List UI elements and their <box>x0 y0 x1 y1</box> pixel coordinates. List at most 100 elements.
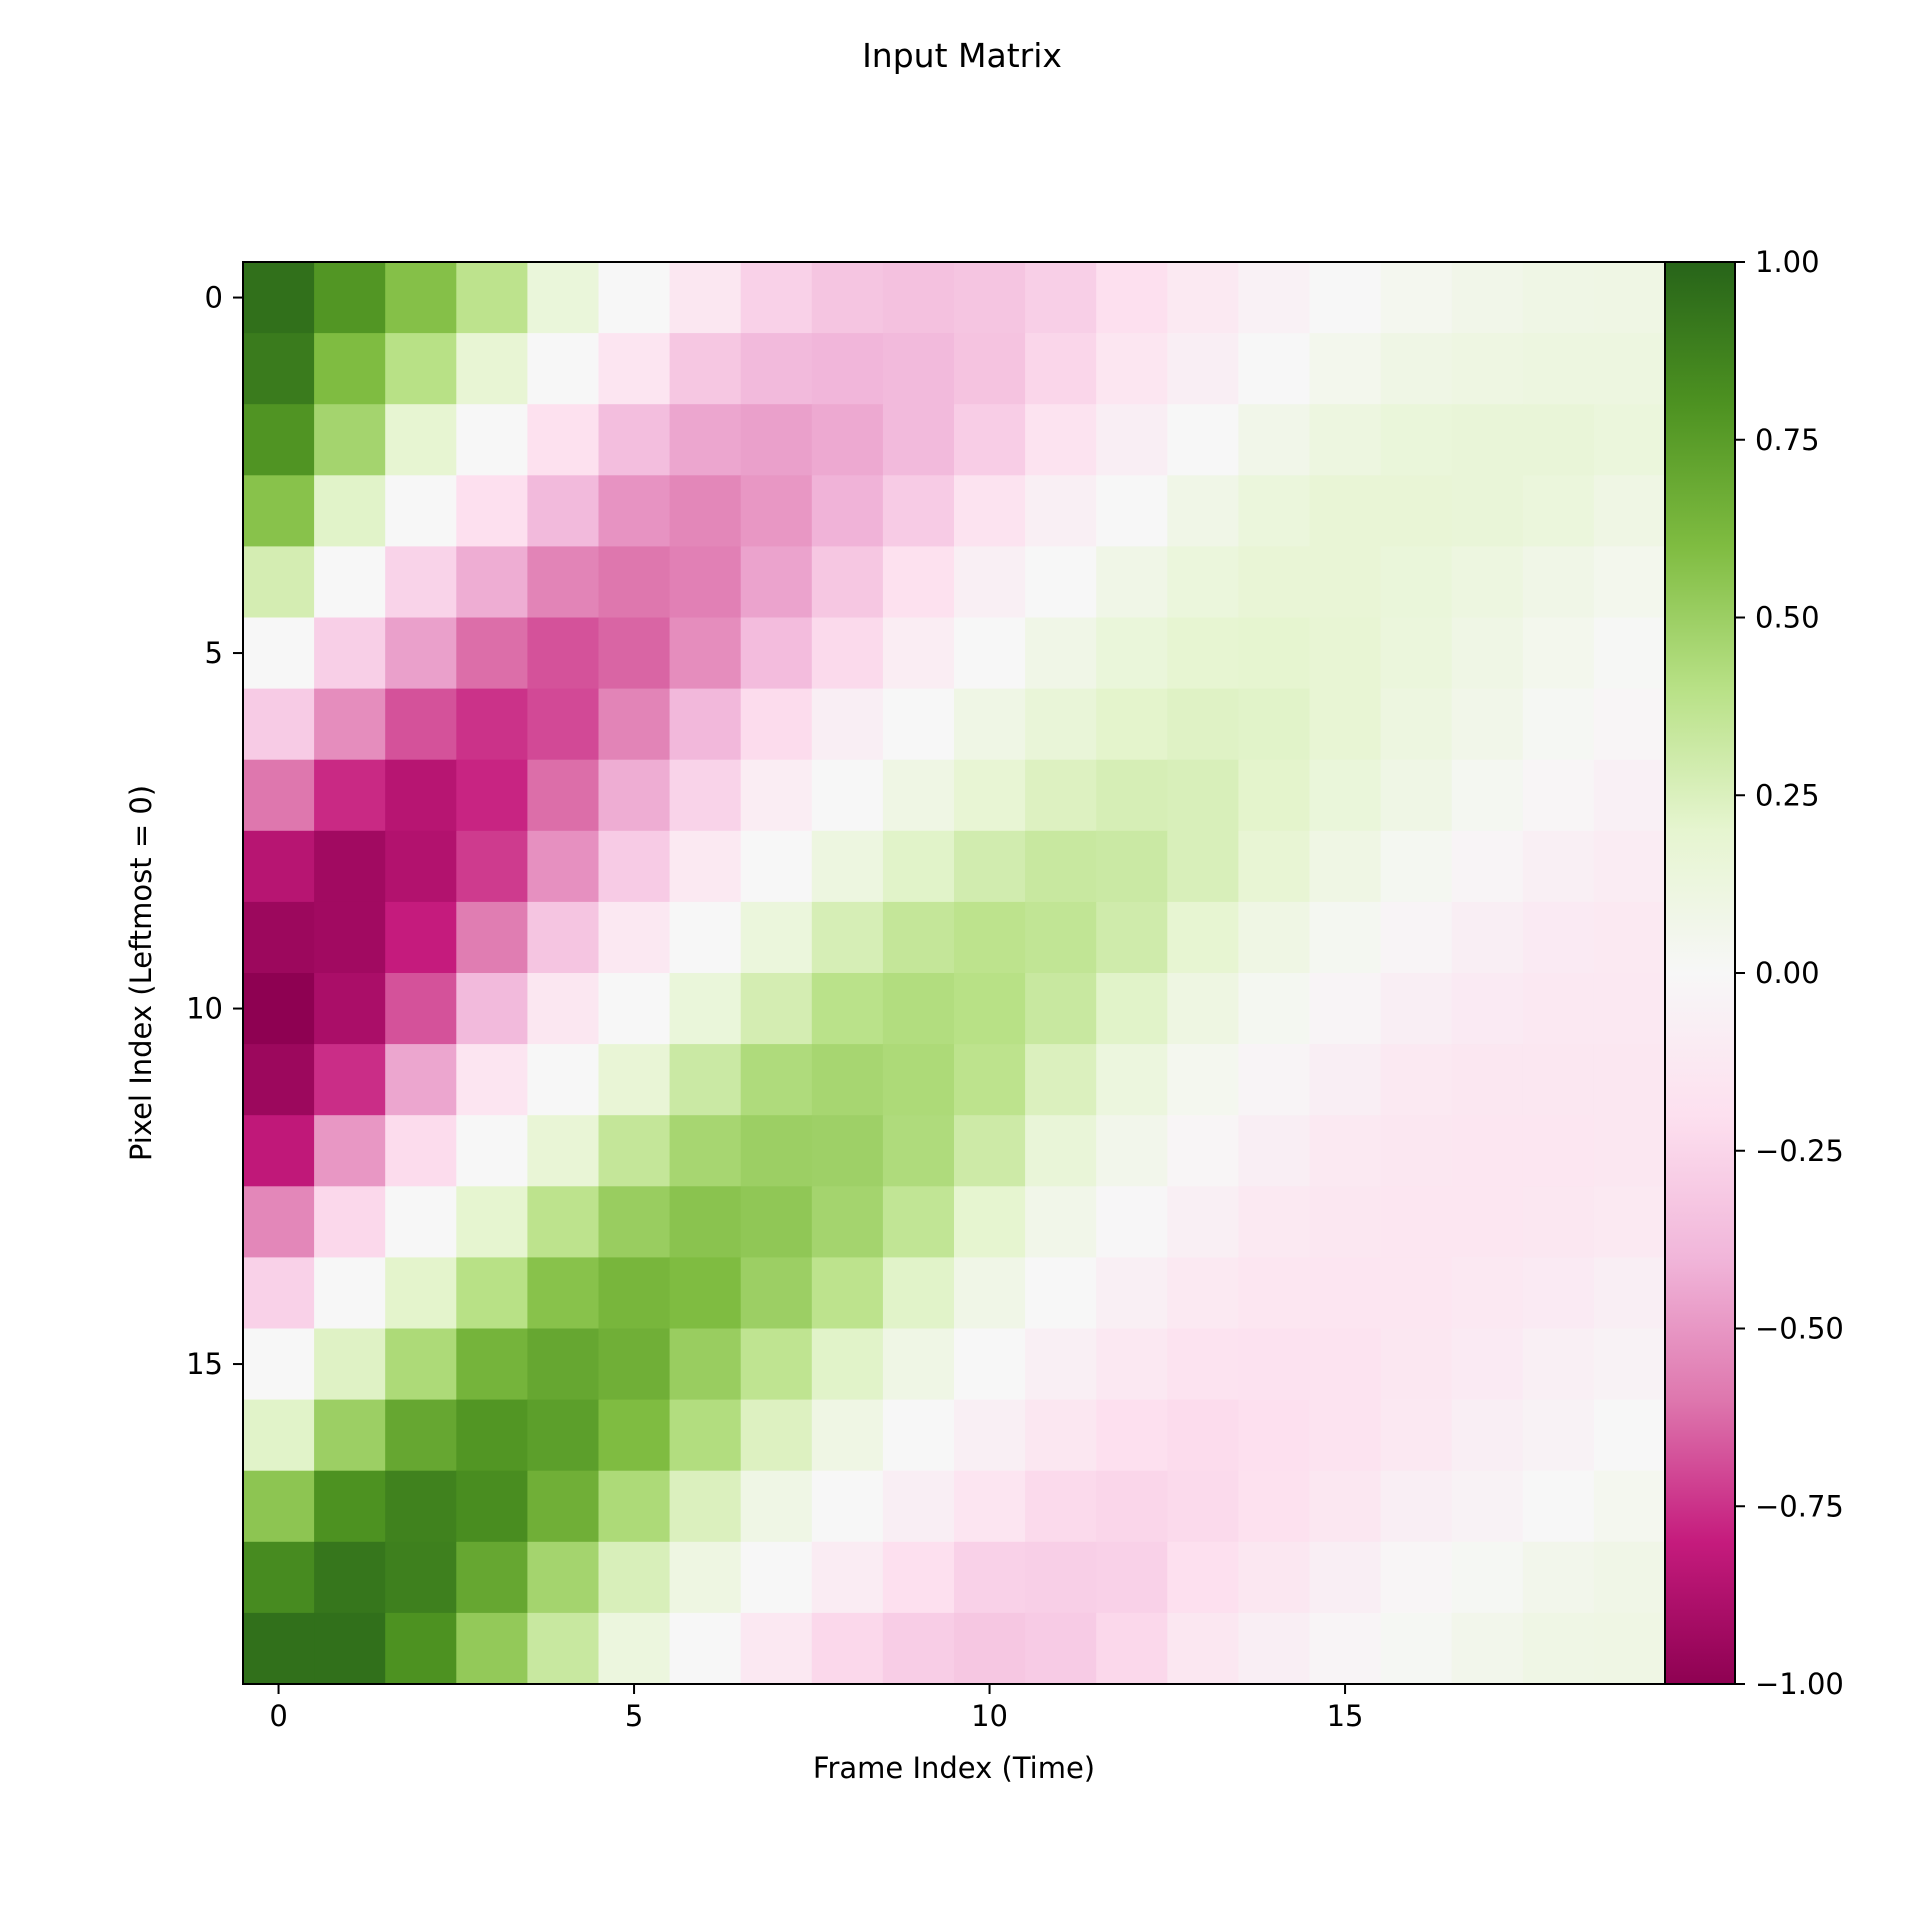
heatmap-cell-r19-c17 <box>1451 1612 1524 1685</box>
heatmap-cell-r0-c10 <box>954 262 1026 334</box>
heatmap-cell-r10-c4 <box>527 973 600 1045</box>
heatmap-cell-r15-c19 <box>1593 1328 1666 1401</box>
heatmap-cell-r13-c6 <box>669 1186 742 1258</box>
heatmap-cell-r1-c3 <box>456 333 528 405</box>
heatmap-cell-r17-c3 <box>456 1470 528 1543</box>
heatmap-cell-r12-c5 <box>598 1115 671 1187</box>
heatmap-cell-r2-c5 <box>598 404 671 476</box>
heatmap-cell-r12-c8 <box>811 1115 884 1187</box>
heatmap-cell-r15-c10 <box>954 1328 1026 1401</box>
heatmap-cell-r2-c0 <box>243 404 315 476</box>
heatmap-cell-r3-c6 <box>669 475 742 547</box>
y-axis-ticks: 0 5 10 15 <box>186 281 243 1381</box>
heatmap-cell-r19-c18 <box>1522 1612 1595 1685</box>
heatmap-cell-r15-c9 <box>882 1328 955 1401</box>
heatmap-cell-r18-c11 <box>1025 1541 1097 1614</box>
heatmap-cell-r5-c16 <box>1380 617 1453 690</box>
heatmap-cell-r15-c0 <box>243 1328 315 1401</box>
heatmap-cell-r11-c18 <box>1522 1044 1595 1116</box>
heatmap-cell-r6-c5 <box>598 688 671 761</box>
heatmap-cell-r2-c3 <box>456 404 528 476</box>
heatmap-cell-r10-c12 <box>1096 973 1168 1045</box>
heatmap-cell-r4-c15 <box>1309 546 1382 619</box>
heatmap-cell-r6-c9 <box>882 688 955 761</box>
heatmap-cell-r17-c1 <box>314 1470 386 1543</box>
heatmap-cell-r18-c3 <box>456 1541 528 1614</box>
heatmap-cell-r15-c3 <box>456 1328 528 1401</box>
x-tick-label: 0 <box>269 1699 287 1733</box>
heatmap-cell-r18-c15 <box>1309 1541 1382 1614</box>
heatmap-cell-r19-c6 <box>669 1612 742 1685</box>
heatmap-cell-r15-c8 <box>811 1328 884 1401</box>
colorbar-tick-label: 0.75 <box>1755 423 1820 457</box>
heatmap-cell-r10-c6 <box>669 973 742 1045</box>
heatmap-cell-r18-c0 <box>243 1541 315 1614</box>
heatmap-cell-r10-c16 <box>1380 973 1453 1045</box>
heatmap-cell-r17-c14 <box>1238 1470 1311 1543</box>
heatmap-cell-r9-c18 <box>1522 901 1595 974</box>
heatmap-cell-r18-c4 <box>527 1541 600 1614</box>
heatmap-cell-r5-c13 <box>1167 617 1239 690</box>
heatmap-cell-r8-c6 <box>669 830 742 903</box>
heatmap-cell-r0-c14 <box>1238 262 1311 334</box>
heatmap-cell-r3-c14 <box>1238 475 1311 547</box>
heatmap-cell-r13-c0 <box>243 1186 315 1258</box>
heatmap-cell-r17-c8 <box>811 1470 884 1543</box>
heatmap-cell-r7-c6 <box>669 759 742 832</box>
heatmap-cell-r17-c15 <box>1309 1470 1382 1543</box>
heatmap-cell-r1-c8 <box>811 333 884 405</box>
heatmap-cell-r4-c19 <box>1593 546 1666 619</box>
heatmap-cell-r1-c10 <box>954 333 1026 405</box>
heatmap-cell-r3-c3 <box>456 475 528 547</box>
heatmap-cell-r8-c17 <box>1451 830 1524 903</box>
colorbar-tick-label: 0.50 <box>1755 601 1820 635</box>
heatmap-cell-r13-c15 <box>1309 1186 1382 1258</box>
heatmap-cell-r2-c17 <box>1451 404 1524 476</box>
heatmap-cell-r19-c0 <box>243 1612 315 1685</box>
y-tick-label: 15 <box>186 1347 223 1381</box>
heatmap-cell-r9-c0 <box>243 901 315 974</box>
heatmap-cell-r11-c12 <box>1096 1044 1168 1116</box>
heatmap-cell-r12-c9 <box>882 1115 955 1187</box>
heatmap-cell-r18-c14 <box>1238 1541 1311 1614</box>
heatmap-cell-r11-c19 <box>1593 1044 1666 1116</box>
heatmap-cell-r16-c1 <box>314 1399 386 1472</box>
heatmap-cell-r8-c1 <box>314 830 386 903</box>
heatmap-cell-r19-c10 <box>954 1612 1026 1685</box>
heatmap-cell-r6-c16 <box>1380 688 1453 761</box>
heatmap-cell-r1-c19 <box>1593 333 1666 405</box>
heatmap-cell-r16-c4 <box>527 1399 600 1472</box>
heatmap-cell-r5-c3 <box>456 617 528 690</box>
heatmap-cell-r19-c1 <box>314 1612 386 1685</box>
heatmap-cell-r16-c7 <box>740 1399 813 1472</box>
heatmap-cell-r17-c13 <box>1167 1470 1239 1543</box>
heatmap-cell-r7-c9 <box>882 759 955 832</box>
heatmap-cell-r12-c13 <box>1167 1115 1239 1187</box>
heatmap-cell-r8-c16 <box>1380 830 1453 903</box>
y-tick-label: 10 <box>186 992 223 1026</box>
heatmap-cell-r14-c8 <box>811 1257 884 1330</box>
y-tick-label: 5 <box>205 636 223 670</box>
heatmap-cell-r13-c14 <box>1238 1186 1311 1258</box>
colorbar-tick-label: −0.75 <box>1755 1489 1844 1523</box>
heatmap-cell-r2-c8 <box>811 404 884 476</box>
heatmap-cell-r6-c12 <box>1096 688 1168 761</box>
heatmap-cell-r15-c1 <box>314 1328 386 1401</box>
heatmap-cell-r12-c18 <box>1522 1115 1595 1187</box>
heatmap-cell-r3-c8 <box>811 475 884 547</box>
heatmap-cell-r9-c19 <box>1593 901 1666 974</box>
heatmap-cell-r3-c7 <box>740 475 813 547</box>
x-axis-ticks: 0 5 10 15 <box>269 1684 1364 1733</box>
heatmap-cell-r14-c5 <box>598 1257 671 1330</box>
heatmap-cell-r5-c12 <box>1096 617 1168 690</box>
heatmap-cell-r10-c2 <box>385 973 457 1045</box>
heatmap-cell-r5-c15 <box>1309 617 1382 690</box>
heatmap-cell-r9-c13 <box>1167 901 1239 974</box>
heatmap-cell-r14-c19 <box>1593 1257 1666 1330</box>
heatmap-cell-r3-c13 <box>1167 475 1239 547</box>
heatmap-cell-r4-c16 <box>1380 546 1453 619</box>
heatmap-cell-r8-c14 <box>1238 830 1311 903</box>
heatmap-cell-r18-c9 <box>882 1541 955 1614</box>
heatmap-cell-r10-c9 <box>882 973 955 1045</box>
heatmap-cell-r0-c13 <box>1167 262 1239 334</box>
